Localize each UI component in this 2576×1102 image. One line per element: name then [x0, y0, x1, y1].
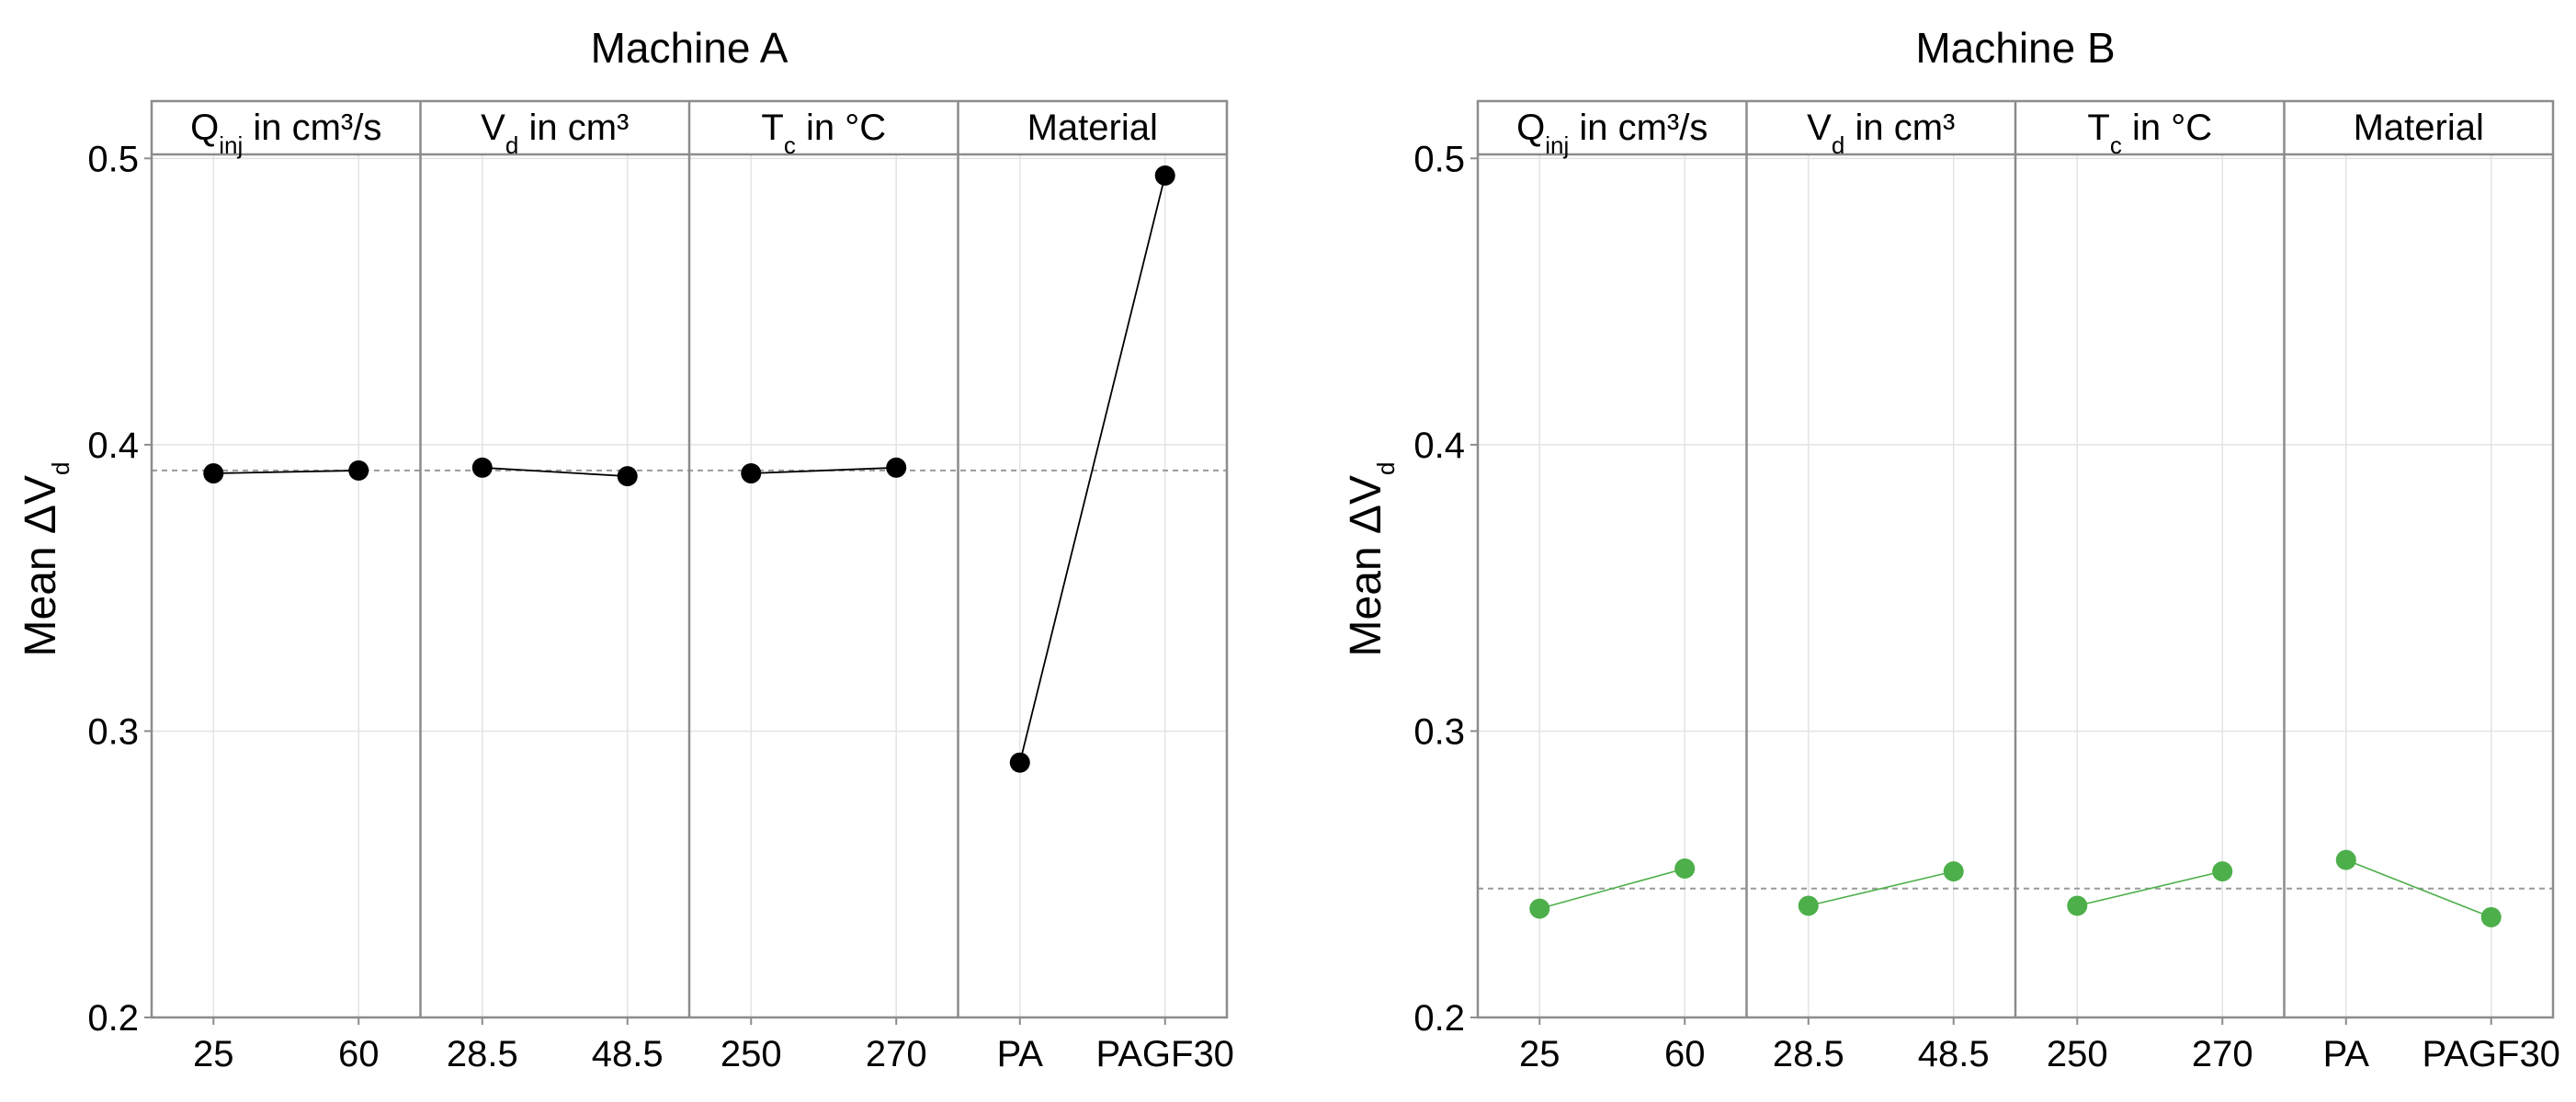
facet-label-main: Q [1516, 108, 1545, 148]
data-point [1943, 861, 1964, 882]
y-tick-label: 0.3 [87, 711, 139, 752]
x-tick-label: 270 [2192, 1034, 2253, 1074]
x-tick-label: PAGF30 [2423, 1034, 2560, 1074]
data-point [2480, 906, 2502, 927]
facet-label-rest: in cm³ [1844, 108, 1955, 148]
data-point [886, 457, 907, 478]
x-tick-label: 60 [1664, 1034, 1706, 1074]
facet-label-sub: d [1832, 131, 1844, 159]
y-axis-label-main: Mean ΔV [17, 475, 65, 656]
x-tick-label: 28.5 [1773, 1034, 1844, 1074]
facet-label: Tc in °C [2087, 108, 2212, 159]
x-tick-label: 25 [193, 1034, 234, 1074]
facet-label-main: Q [190, 108, 219, 148]
y-axis-label-sub: d [1372, 462, 1400, 475]
facet-label-rest: in °C [2122, 108, 2212, 148]
facet-label-main: V [1807, 108, 1832, 148]
y-axis-label: Mean ΔVd [17, 462, 74, 657]
facet-label-sub: c [784, 131, 796, 159]
facet-label-rest: in cm³/s [243, 108, 381, 148]
x-tick-label: 48.5 [592, 1034, 664, 1074]
facet-label-sub: d [505, 131, 518, 159]
facet-label-sub: inj [219, 131, 243, 159]
facet-label: Qinj in cm³/s [190, 108, 381, 159]
data-point [2335, 849, 2356, 870]
y-axis-label: Mean ΔVd [1342, 462, 1400, 657]
facet-label-main: V [481, 108, 505, 148]
data-point [1154, 165, 1175, 187]
data-point [471, 457, 493, 478]
data-point [1529, 898, 1550, 919]
x-tick-label: PA [997, 1034, 1044, 1074]
series-line [751, 466, 897, 474]
x-tick-label: 250 [721, 1034, 782, 1074]
x-tick-label: PA [2323, 1034, 2370, 1074]
facet-label: Vd in cm³ [1807, 108, 1955, 159]
facet-label-main: T [761, 108, 783, 148]
series-line [482, 466, 628, 478]
x-tick-label: PAGF30 [1096, 1034, 1234, 1074]
y-tick-label: 0.5 [1413, 139, 1465, 179]
series-line [2345, 858, 2492, 918]
facet-label-sub: c [2110, 131, 2122, 159]
x-tick-label: 270 [866, 1034, 927, 1074]
series-line [213, 470, 359, 474]
y-tick-label: 0.3 [1413, 711, 1465, 752]
data-point [2212, 861, 2233, 882]
facet-label: Vd in cm³ [481, 108, 629, 159]
x-tick-label: 60 [338, 1034, 380, 1074]
data-point [1009, 752, 1030, 773]
y-axis-label-sub: d [47, 462, 74, 475]
x-tick-label: 250 [2047, 1034, 2108, 1074]
x-tick-label: 25 [1519, 1034, 1560, 1074]
y-tick-label: 0.2 [1413, 998, 1465, 1039]
y-axis-label-main: Mean ΔV [1342, 475, 1390, 656]
facet-label: Qinj in cm³/s [1516, 108, 1708, 159]
facet-label: Tc in °C [761, 108, 886, 159]
series-line [1018, 175, 1166, 763]
data-point [617, 466, 638, 487]
facet-label-main: Material [2354, 108, 2484, 148]
facet-label: Material [2354, 108, 2484, 148]
panel-title: Machine A [591, 24, 789, 72]
data-point [2067, 895, 2088, 916]
x-tick-label: 48.5 [1918, 1034, 1990, 1074]
facet-label-rest: in cm³ [518, 108, 629, 148]
data-point [1674, 858, 1696, 879]
y-tick-label: 0.5 [87, 139, 139, 179]
data-point [203, 463, 224, 484]
y-tick-label: 0.4 [87, 426, 139, 466]
data-point [741, 463, 762, 484]
series-line [1808, 870, 1954, 907]
facet-label-sub: inj [1545, 131, 1569, 159]
facet-label-rest: in cm³/s [1569, 108, 1708, 148]
data-point [348, 460, 369, 481]
panel-title: Machine B [1915, 24, 2115, 72]
panel-1: Machine B Qinj in cm³/s 25 60 Vd in cm³ 28.5 4… [1342, 24, 2560, 1074]
panel-0: Machine A Qinj in cm³/s 25 60 Vd in cm³ 28.5 4… [17, 24, 1234, 1074]
series-line [1539, 868, 1685, 910]
x-tick-label: 28.5 [447, 1034, 518, 1074]
series-line [2077, 870, 2223, 907]
data-point [1798, 895, 1819, 916]
facet-label-main: T [2087, 108, 2109, 148]
y-tick-label: 0.4 [1413, 426, 1465, 466]
facet-label: Material [1027, 108, 1158, 148]
facet-label-main: Material [1027, 108, 1158, 148]
facet-label-rest: in °C [796, 108, 886, 148]
y-tick-label: 0.2 [87, 998, 139, 1039]
